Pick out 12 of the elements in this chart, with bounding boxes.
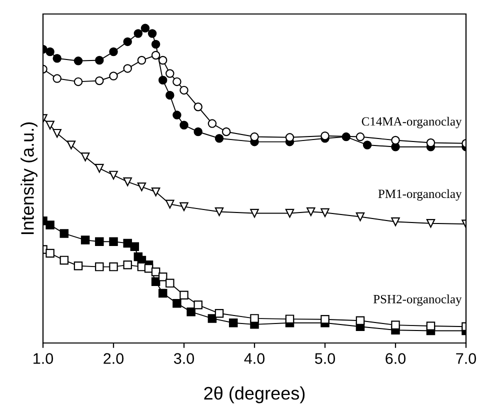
x-tick-label: 4.0 xyxy=(244,353,265,364)
x-tick-label: 1.0 xyxy=(34,353,54,364)
annotation: C14MA-organoclay xyxy=(362,116,462,128)
x-tick-label: 7.0 xyxy=(456,353,476,364)
annotation: PM1-organoclay xyxy=(378,189,462,201)
y-axis-title: Intensity (a.u.) xyxy=(20,122,38,234)
x-tick-label: 3.0 xyxy=(174,353,194,364)
x-tick-label: 5.0 xyxy=(314,353,336,364)
x-tick-label: 6.0 xyxy=(386,353,406,364)
x-axis-title: 2θ (degrees) xyxy=(204,386,305,404)
x-tick-label: 2.0 xyxy=(104,353,124,364)
annotation: PSH2-organoclay xyxy=(373,294,462,306)
